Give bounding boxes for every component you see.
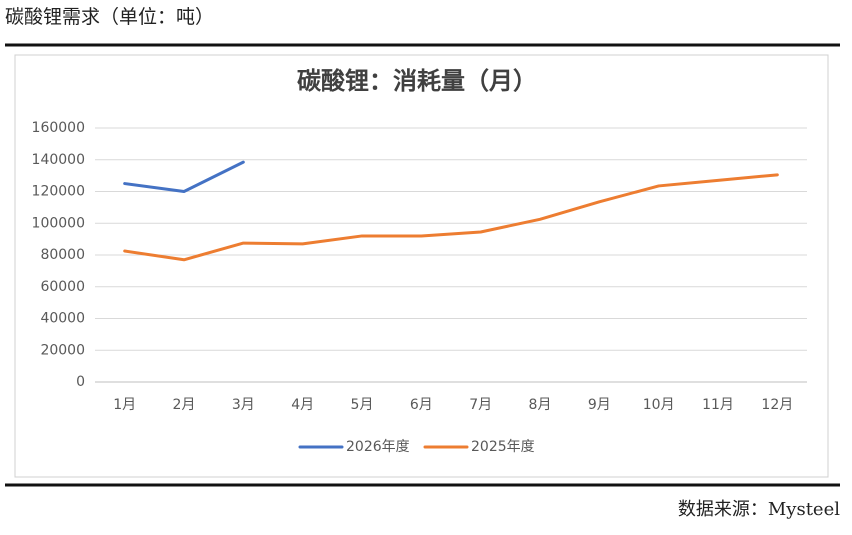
x-tick-label: 3月 (232, 397, 255, 413)
y-tick-label: 60000 (40, 279, 85, 295)
x-tick-label: 10月 (643, 397, 675, 413)
source: 数据来源：Mysteel (678, 499, 840, 520)
x-tick-label: 2月 (173, 397, 196, 413)
y-tick-label: 0 (76, 374, 85, 390)
y-tick-label: 140000 (32, 152, 85, 168)
x-tick-label: 7月 (469, 397, 492, 413)
x-tick-label: 6月 (410, 397, 433, 413)
x-tick-label: 8月 (529, 397, 552, 413)
series-line (123, 173, 779, 262)
x-tick-label: 9月 (588, 397, 611, 413)
y-tick-label: 160000 (32, 120, 85, 136)
x-tick-label: 1月 (113, 397, 136, 413)
legend-label: 2025年度 (471, 439, 535, 455)
x-tick-label: 12月 (761, 397, 793, 413)
legend-label: 2026年度 (346, 439, 410, 455)
chart-title: 碳酸锂：消耗量（月） (297, 67, 537, 95)
y-tick-label: 80000 (40, 247, 85, 263)
series-line (123, 160, 245, 193)
x-tick-label: 5月 (351, 397, 374, 413)
y-tick-label: 40000 (40, 311, 85, 327)
y-tick-label: 100000 (32, 215, 85, 231)
x-tick-label: 11月 (702, 397, 734, 413)
y-tick-label: 120000 (32, 184, 85, 200)
header: 碳酸锂需求（单位：吨） (5, 6, 214, 28)
chart-frame (14, 54, 829, 478)
y-tick-label: 20000 (40, 342, 85, 358)
x-tick-label: 4月 (291, 397, 314, 413)
